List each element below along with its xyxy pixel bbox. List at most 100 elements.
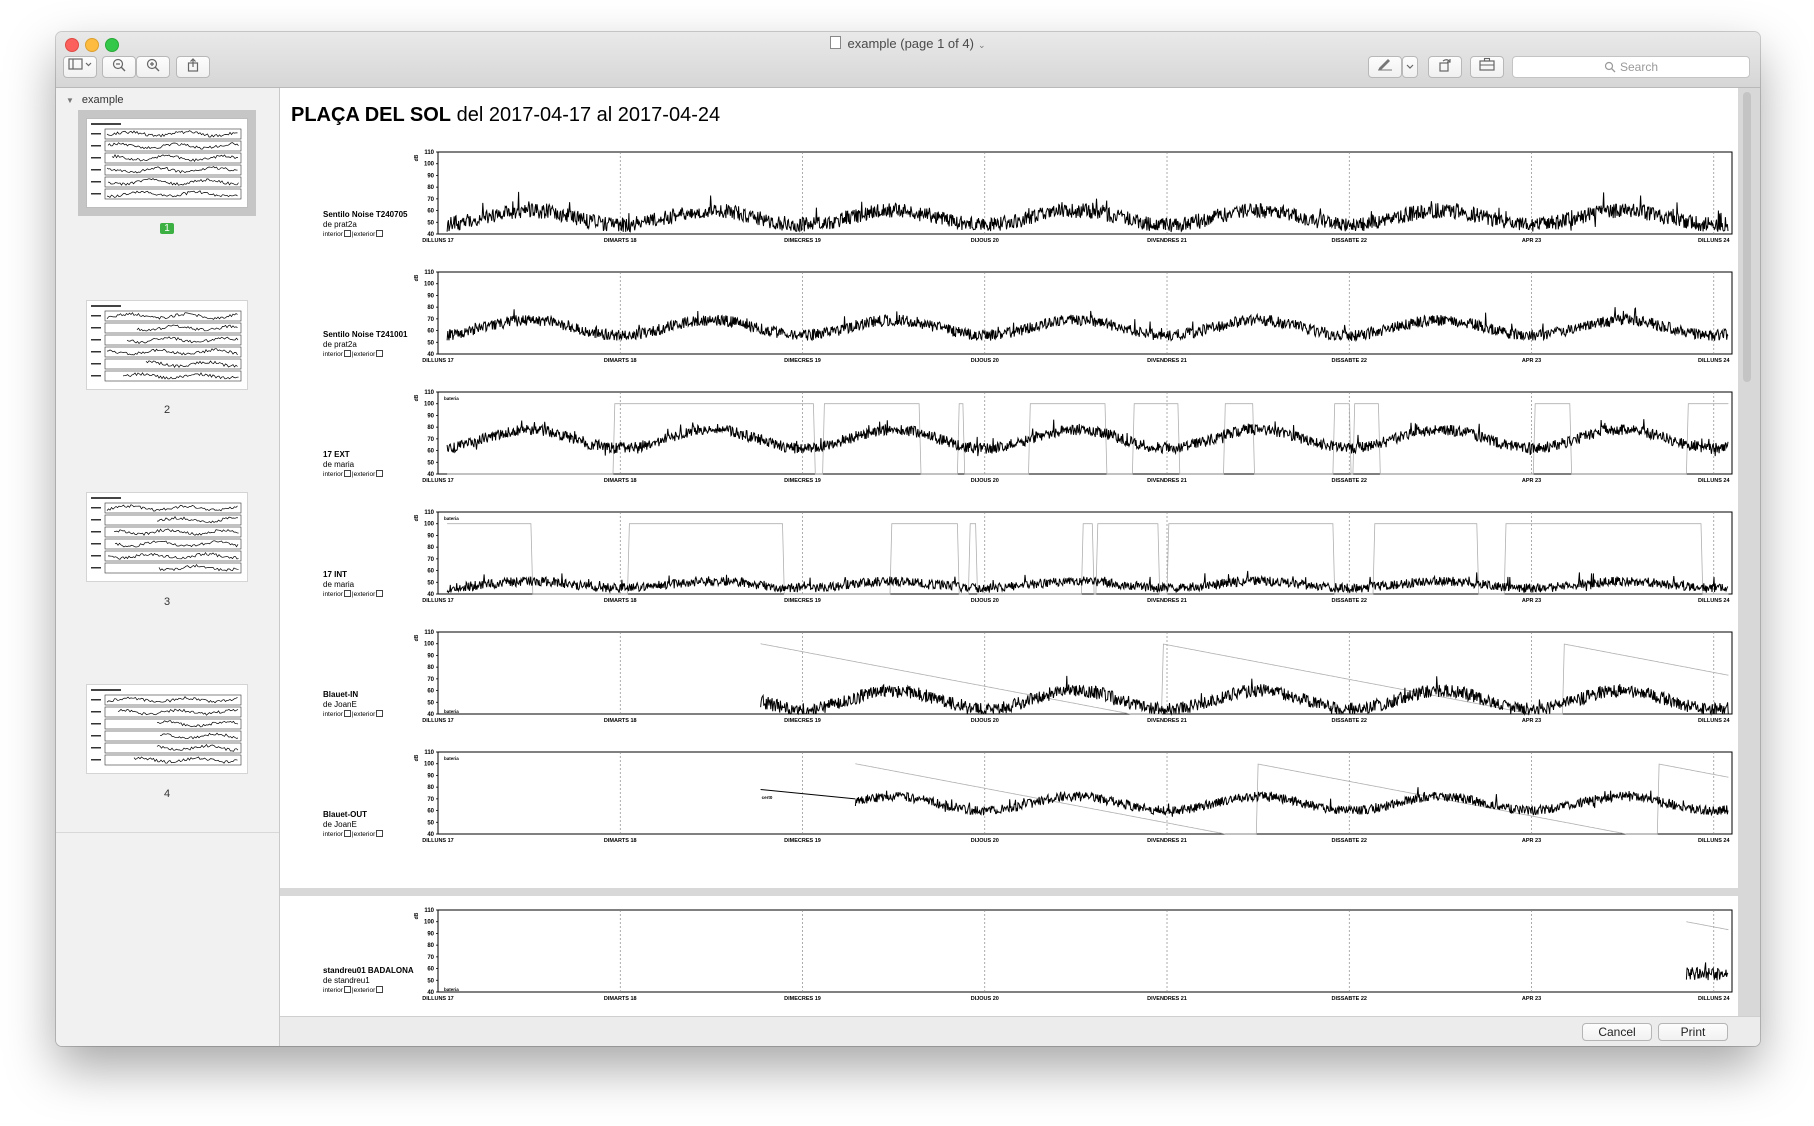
sensor-name: 17 EXT: [323, 450, 350, 459]
page-thumbnail-1[interactable]: 1: [74, 110, 260, 234]
markup-button[interactable]: [1368, 56, 1402, 78]
sensor-label: 17 INT de maria interior |exterior: [323, 570, 431, 600]
page-title: PLAÇA DEL SOL del 2017-04-17 al 2017-04-…: [291, 104, 720, 127]
window-title[interactable]: example (page 1 of 4) ⌄: [56, 36, 1760, 51]
y-tick-label: 70: [427, 797, 434, 803]
y-tick-label: 60: [427, 967, 434, 973]
thumbnail-series-line: [106, 348, 238, 356]
share-button[interactable]: [176, 56, 210, 78]
interior-checkbox[interactable]: [343, 230, 351, 237]
print-button[interactable]: Print: [1658, 1023, 1728, 1041]
y-tick-label: 50: [427, 220, 434, 226]
rotate-button[interactable]: [1428, 56, 1462, 78]
y-tick-label: 80: [427, 943, 434, 949]
markup-menu-button[interactable]: [1402, 56, 1418, 78]
y-axis-label: dB: [414, 154, 420, 161]
thumbnail-chart-frame: [104, 718, 242, 730]
battery-series-line: [447, 523, 1729, 595]
close-button[interactable]: [65, 38, 79, 52]
thumbnail-title-mark: [91, 689, 121, 691]
y-tick-label: 50: [427, 460, 434, 466]
document-area[interactable]: PLAÇA DEL SOL del 2017-04-17 al 2017-04-…: [280, 88, 1760, 1046]
zoom-out-button[interactable]: [102, 56, 136, 78]
interior-checkbox[interactable]: [343, 350, 351, 357]
zoom-in-button[interactable]: [136, 56, 170, 78]
toolbox-button[interactable]: [1470, 56, 1504, 78]
thumbnail-preview: [91, 689, 242, 766]
exterior-checkbox[interactable]: [376, 830, 384, 837]
day-tick-label: DISSABTE 22: [1332, 478, 1367, 484]
day-tick-label: DIMECRES 19: [784, 478, 821, 484]
interior-checkbox[interactable]: [343, 710, 351, 717]
thumbnail-chart-frame: [104, 152, 242, 164]
sensor-owner: de standreu1: [323, 976, 370, 985]
y-tick-label: 80: [427, 545, 434, 551]
sound-level-chart: DILLUNS 17 DIMARTS 18 DIMECRES 19 DIJOUS 20…: [414, 750, 1733, 844]
exterior-checkbox[interactable]: [376, 710, 384, 717]
day-tick-label: APR 23: [1522, 598, 1541, 604]
sound-level-chart: DILLUNS 17 DIMARTS 18 DIMECRES 19 DIJOUS 20…: [414, 150, 1733, 244]
thumbnail-series-line: [106, 504, 238, 512]
day-tick-label: DIMARTS 18: [604, 838, 637, 844]
day-tick-label: DILLUNS 17: [422, 478, 453, 484]
day-tick-label: DIVENDRES 21: [1147, 718, 1187, 724]
plot-frame: [437, 271, 1733, 355]
thumbnail-title-mark: [91, 305, 121, 307]
sound-level-series-line: [446, 570, 1729, 594]
y-tick-label: 100: [424, 402, 435, 408]
interior-checkbox[interactable]: [343, 470, 351, 477]
exterior-checkbox[interactable]: [376, 470, 384, 477]
share-icon: [187, 58, 199, 72]
sound-level-chart: DILLUNS 17 DIMARTS 18 DIMECRES 19 DIJOUS 20…: [414, 510, 1733, 604]
preview-window: example (page 1 of 4) ⌄ Search: [56, 32, 1760, 1046]
thumbnail-preview: [91, 497, 242, 574]
y-tick-label: 70: [427, 557, 434, 563]
interior-checkbox[interactable]: [343, 590, 351, 597]
battery-label: bateria: [444, 709, 459, 714]
battery-series-line: [760, 643, 1729, 715]
y-axis-label: dB: [414, 274, 420, 281]
interior-checkbox[interactable]: [343, 830, 351, 837]
search-field[interactable]: Search: [1512, 56, 1750, 78]
exterior-checkbox[interactable]: [376, 986, 384, 993]
location-legend: interior |exterior: [323, 470, 431, 480]
interior-label: interior: [323, 351, 343, 358]
thumbnail-image[interactable]: [86, 684, 248, 774]
sidebar-toggle-button[interactable]: [63, 56, 97, 78]
thumbnail-label-mark: [91, 735, 101, 737]
thumbnail-chart-frame: [104, 322, 242, 334]
interior-label: interior: [323, 831, 343, 838]
page-thumbnail-3[interactable]: 3: [74, 492, 260, 608]
thumbnail-image[interactable]: [86, 300, 248, 390]
y-tick-label: 90: [427, 653, 434, 659]
thumbnail-series-line: [107, 142, 239, 150]
day-tick-label: DIMARTS 18: [604, 478, 637, 484]
interior-checkbox[interactable]: [343, 986, 351, 993]
window-title-text: example (page 1 of 4): [847, 36, 974, 51]
location-legend: interior |exterior: [323, 986, 431, 996]
disclosure-triangle-icon[interactable]: ▼: [66, 96, 74, 105]
cancel-button[interactable]: Cancel: [1582, 1023, 1652, 1041]
vertical-scrollbar[interactable]: [1743, 92, 1751, 382]
y-tick-label: 90: [427, 293, 434, 299]
day-tick-label: DISSABTE 22: [1332, 718, 1367, 724]
zoom-button[interactable]: [105, 38, 119, 52]
exterior-checkbox[interactable]: [376, 590, 384, 597]
day-tick-label: APR 23: [1522, 238, 1541, 244]
exterior-checkbox[interactable]: [376, 350, 384, 357]
day-tick-label: APR 23: [1522, 358, 1541, 364]
y-tick-label: 90: [427, 173, 434, 179]
sensor-name: standreu01 BADALONA: [323, 966, 414, 975]
sidebar-document-header[interactable]: ▼ example: [66, 94, 124, 106]
page-thumbnail-2[interactable]: 2: [74, 300, 260, 416]
search-icon: [1604, 61, 1616, 73]
thumbnail-image[interactable]: [78, 110, 256, 216]
page-thumbnail-4[interactable]: 4: [74, 684, 260, 800]
day-tick-label: DILLUNS 24: [1698, 598, 1730, 604]
thumbnail-sidebar: ▼ example 1 2 3 4: [56, 88, 280, 1046]
minimize-button[interactable]: [85, 38, 99, 52]
thumbnail-label-mark: [91, 555, 101, 557]
thumbnail-image[interactable]: [86, 492, 248, 582]
exterior-checkbox[interactable]: [376, 230, 384, 237]
thumbnail-chart-frame: [104, 694, 242, 706]
